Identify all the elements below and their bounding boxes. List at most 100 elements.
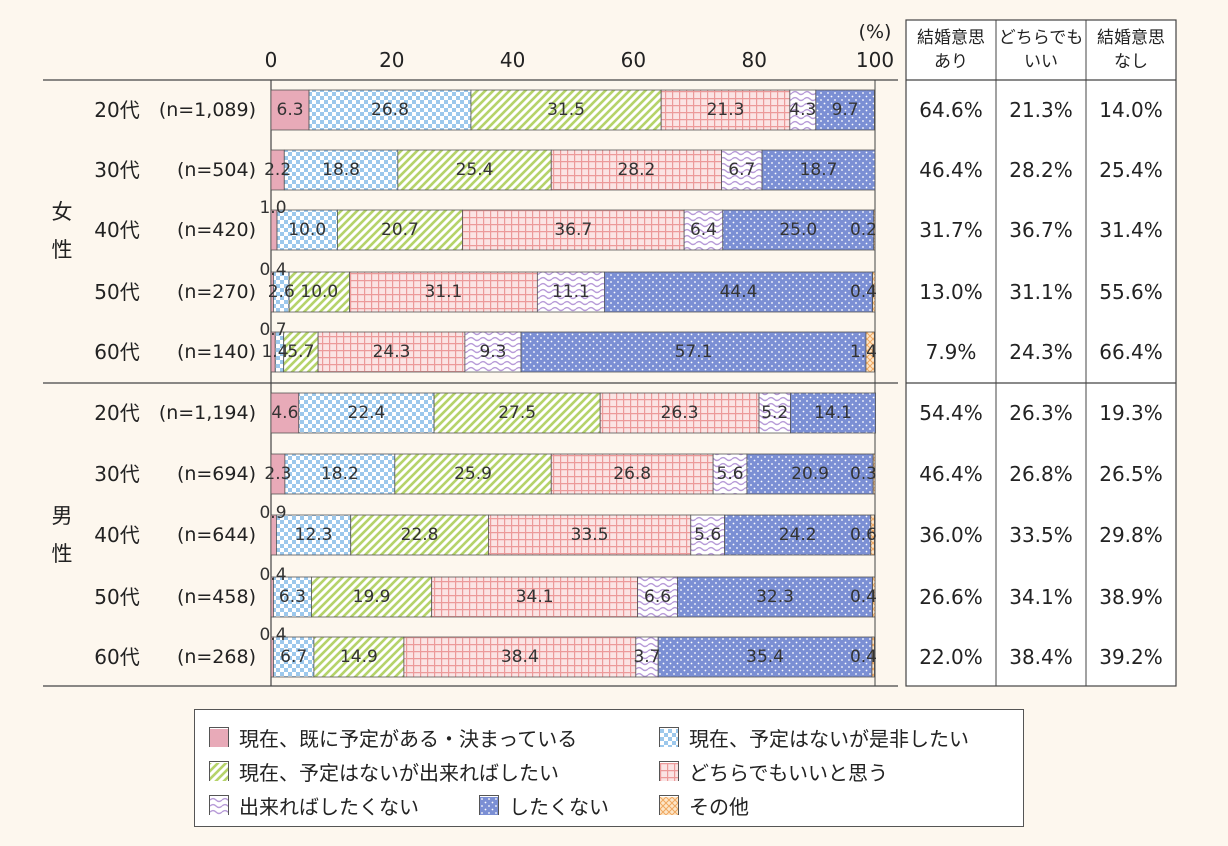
row-age-label: 60代	[94, 340, 139, 364]
legend-label: したくない	[509, 794, 609, 819]
legend-swatch-5	[479, 795, 499, 815]
bar-data-label: 25.4	[456, 160, 494, 180]
bar-data-label: 0.4	[259, 565, 286, 585]
bar-data-label: 12.3	[295, 525, 333, 545]
legend-swatch-pattern	[660, 797, 678, 815]
row-age-label: 20代	[94, 98, 139, 122]
text-layer: 0 20 40 60 80 100(%) 結婚意思ありどちらでもいい結婚意思なし女性男性20…	[52, 21, 1166, 669]
bar-data-label: 44.4	[720, 282, 758, 302]
row-n-label: (n=458)	[177, 586, 256, 608]
legend-label: 現在、予定はないが是非したい	[689, 726, 969, 751]
summary-cell: 31.1%	[1009, 280, 1073, 304]
bar-data-label: 10.0	[288, 220, 326, 240]
bar-data-label: 0.4	[259, 625, 286, 645]
bar-data-label: 3.7	[633, 647, 660, 667]
bar-data-label: 2.2	[264, 160, 291, 180]
bar-data-label: 4.3	[789, 100, 816, 120]
row-age-label: 30代	[94, 158, 139, 182]
bar-segment-4	[758, 392, 791, 434]
x-tick-label: 20	[379, 48, 404, 72]
bar-segment-2	[470, 89, 662, 131]
summary-cell: 34.1%	[1009, 585, 1073, 609]
summary-header-line1: 結婚意思	[1097, 28, 1165, 48]
row-n-label: (n=420)	[177, 219, 256, 241]
legend-swatch-6	[659, 795, 679, 815]
summary-cell: 25.4%	[1099, 158, 1163, 182]
row-age-label: 60代	[94, 645, 139, 669]
summary-cell: 46.4%	[919, 462, 983, 486]
bar-data-label: 20.7	[381, 220, 419, 240]
summary-cell: 29.8%	[1099, 523, 1163, 547]
bar-data-label: 0.4	[850, 282, 877, 302]
summary-cell: 39.2%	[1099, 645, 1163, 669]
bar-data-label: 11.1	[552, 282, 590, 302]
bar-data-label: 5.6	[717, 464, 744, 484]
legend: 現在、既に予定がある・決まっている 現在、予定はないが是非したい 現在、予定はな…	[194, 709, 1024, 827]
bar-data-label: 0.7	[259, 320, 286, 340]
bar-data-label: 22.4	[348, 403, 386, 423]
bar-segment-3	[550, 149, 722, 191]
bar-segment-5	[746, 453, 874, 495]
bar-segment-3	[349, 271, 538, 313]
bar-data-label: 6.7	[280, 647, 307, 667]
bar-segment-5	[815, 89, 875, 131]
legend-swatch-2	[209, 761, 229, 781]
bar-segment-3	[488, 514, 692, 556]
legend-swatch-0	[209, 727, 229, 747]
bar-data-label: 6.7	[728, 160, 755, 180]
bar-data-label: 4.6	[271, 403, 298, 423]
bar-data-label: 25.9	[454, 464, 492, 484]
bar-segment-5	[657, 636, 873, 678]
bar-segment-5	[722, 209, 875, 251]
legend-item: どちらでもいいと思う	[659, 757, 1019, 786]
bar-data-label: 35.4	[746, 647, 784, 667]
summary-cell: 36.7%	[1009, 218, 1073, 242]
bar-segment-5	[604, 271, 873, 313]
legend-item: 現在、予定はないが出来ればしたい	[209, 757, 659, 786]
bar-segment-1	[276, 514, 352, 556]
legend-swatch-3	[659, 761, 679, 781]
bar-data-label: 9.7	[832, 100, 859, 120]
bar-segment-6	[870, 514, 875, 556]
row-n-label: (n=694)	[177, 463, 256, 485]
bar-data-label: 31.5	[547, 100, 585, 120]
bar-segment-6	[873, 209, 876, 251]
summary-cell: 54.4%	[919, 401, 983, 425]
row-n-label: (n=140)	[177, 341, 256, 363]
bar-data-label: 38.4	[501, 647, 539, 667]
bar-data-label: 22.8	[401, 525, 439, 545]
group-label: 性	[52, 542, 73, 566]
bar-data-label: 6.4	[690, 220, 717, 240]
bar-segment-2	[350, 514, 489, 556]
bar-data-label: 24.2	[779, 525, 817, 545]
legend-item: したくない	[479, 791, 659, 820]
bar-segment-3	[550, 453, 714, 495]
row-n-label: (n=1,194)	[159, 402, 256, 424]
bar-segment-1	[308, 89, 472, 131]
bar-segment-1	[298, 392, 435, 434]
row-n-label: (n=644)	[177, 524, 256, 546]
bar-data-label: 0.9	[259, 503, 286, 523]
x-tick-label: 80	[741, 48, 766, 72]
bar-data-label: 20.9	[791, 464, 829, 484]
x-tick-label: 60	[621, 48, 646, 72]
bar-data-label: 1.4	[850, 342, 877, 362]
legend-label: どちらでもいいと思う	[689, 760, 888, 785]
row-n-label: (n=268)	[177, 646, 256, 668]
x-tick-label: 40	[500, 48, 525, 72]
summary-cell: 21.3%	[1009, 98, 1073, 122]
bar-segment-2	[394, 453, 552, 495]
bar-segment-5	[790, 392, 877, 434]
summary-cell: 7.9%	[926, 340, 977, 364]
bar-data-label: 0.2	[850, 220, 877, 240]
bar-data-label: 6.3	[277, 100, 304, 120]
bar-data-label: 0.6	[850, 525, 877, 545]
group-label: 性	[52, 238, 73, 262]
bar-segment-1	[273, 636, 315, 678]
bar-segment-3	[660, 89, 791, 131]
bar-data-label: 2.3	[264, 464, 291, 484]
bar-data-label: 1.4	[261, 342, 288, 362]
bar-segment-6	[871, 636, 875, 678]
summary-cell: 19.3%	[1099, 401, 1163, 425]
